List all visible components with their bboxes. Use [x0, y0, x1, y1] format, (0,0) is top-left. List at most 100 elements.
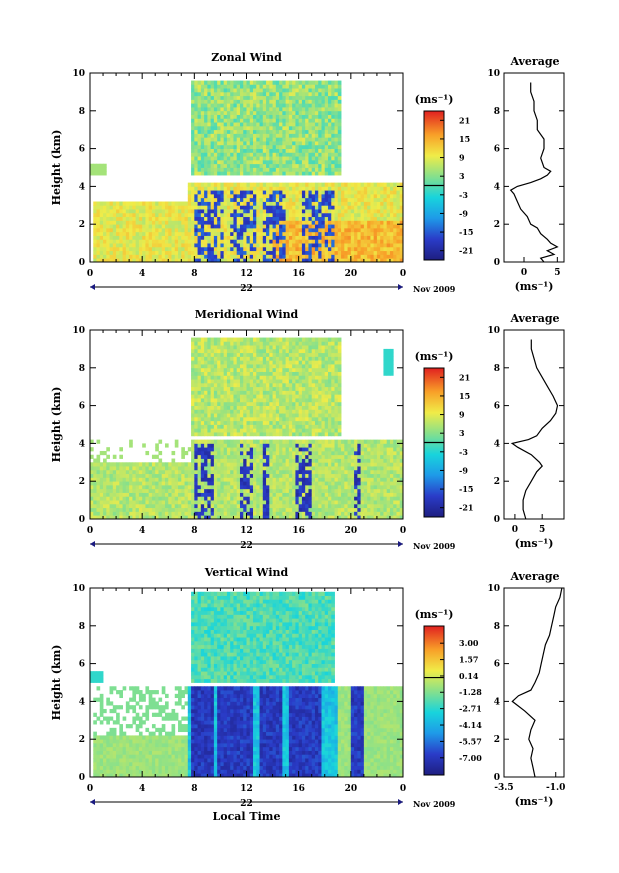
- heatmap-cell: [213, 462, 218, 467]
- heatmap-cell: [197, 110, 202, 115]
- heatmap-cell: [269, 500, 273, 505]
- heatmap-cell: [96, 496, 101, 501]
- heatmap-cell: [246, 337, 251, 342]
- heatmap-cell: [275, 163, 280, 168]
- heatmap-cell: [90, 439, 94, 444]
- heatmap-cell: [106, 235, 110, 240]
- heatmap-cell: [256, 243, 260, 248]
- heatmap-cell: [246, 88, 251, 93]
- heatmap-cell: [207, 159, 212, 165]
- heatmap-cell: [200, 220, 205, 225]
- heatmap-cell: [253, 156, 257, 161]
- heatmap-cell: [135, 503, 140, 509]
- heatmap-cell: [334, 186, 339, 191]
- heatmap-cell: [184, 484, 189, 490]
- heatmap-cell: [207, 167, 212, 172]
- heatmap-cell: [217, 447, 221, 452]
- heatmap-cell: [191, 424, 195, 429]
- heatmap-cell: [256, 390, 260, 395]
- heatmap-cell: [200, 507, 205, 512]
- heatmap-cell: [246, 110, 251, 115]
- heatmap-cell: [236, 432, 241, 437]
- heatmap-cell: [321, 122, 326, 127]
- heatmap-cell: [200, 345, 205, 350]
- heatmap-cell: [266, 337, 270, 342]
- heatmap-cell: [151, 469, 156, 475]
- heatmap-cell: [116, 503, 120, 509]
- heatmap-cell: [210, 186, 215, 191]
- heatmap-cell: [282, 424, 287, 429]
- heatmap-cell: [132, 254, 137, 259]
- heatmap-cell: [239, 159, 244, 165]
- heatmap-cell: [194, 424, 198, 429]
- heatmap-cell: [138, 466, 143, 471]
- heatmap-cell: [272, 231, 277, 236]
- heatmap-cell: [243, 144, 247, 149]
- heatmap-cell: [321, 201, 326, 206]
- heatmap-cell: [243, 129, 247, 134]
- heatmap-cell: [239, 409, 244, 414]
- heatmap-cell: [191, 409, 195, 414]
- heatmap-cell: [116, 515, 120, 520]
- heatmap-cell: [370, 254, 375, 259]
- heatmap-cell: [135, 216, 140, 221]
- heatmap-cell: [168, 500, 172, 505]
- heatmap-cell: [243, 401, 247, 406]
- heatmap-cell: [106, 492, 110, 497]
- heatmap-cell: [230, 107, 234, 112]
- heatmap-cell: [337, 110, 342, 115]
- heatmap-cell: [213, 484, 218, 490]
- heatmap-cell: [210, 216, 215, 221]
- heatmap-cell: [243, 469, 247, 475]
- heatmap-cell: [243, 367, 247, 372]
- heatmap-cell: [380, 182, 384, 187]
- heatmap-cell: [96, 515, 101, 520]
- heatmap-cell: [197, 250, 202, 255]
- heatmap-cell: [298, 141, 303, 146]
- heatmap-cell: [288, 80, 293, 85]
- heatmap-cell: [354, 243, 358, 248]
- heatmap-cell: [334, 258, 339, 263]
- heatmap-cell: [194, 450, 198, 456]
- heatmap-cell: [282, 481, 287, 486]
- heatmap-cell: [249, 197, 254, 202]
- heatmap-cell: [383, 205, 388, 210]
- heatmap-cell: [197, 197, 202, 202]
- heatmap-cell: [233, 454, 238, 459]
- heatmap-cell: [112, 201, 117, 206]
- heatmap-cell: [259, 424, 264, 429]
- heatmap-cell: [191, 481, 195, 486]
- heatmap-cell: [226, 447, 231, 452]
- heatmap-cell: [249, 462, 254, 467]
- heatmap-cell: [253, 364, 257, 369]
- heatmap-cell: [272, 454, 277, 459]
- heatmap-cell: [249, 171, 254, 176]
- heatmap-cell: [239, 163, 244, 168]
- heatmap-cell: [256, 428, 260, 433]
- heatmap-cell: [399, 216, 404, 221]
- heatmap-cell: [145, 450, 150, 456]
- heatmap-cell: [200, 515, 205, 520]
- heatmap-cell: [226, 405, 231, 410]
- heatmap-cell: [184, 209, 189, 214]
- heatmap-cell: [217, 163, 221, 168]
- heatmap-cell: [184, 201, 189, 206]
- heatmap-cell: [171, 258, 176, 263]
- heatmap-cell: [246, 352, 251, 357]
- heatmap-cell: [207, 500, 212, 505]
- heatmap-cell: [301, 216, 306, 221]
- heatmap-cell: [116, 496, 120, 501]
- heatmap-cell: [132, 473, 137, 478]
- heatmap-cell: [191, 84, 195, 89]
- heatmap-cell: [233, 141, 238, 146]
- heatmap-cell: [298, 246, 303, 252]
- heatmap-cell: [223, 133, 228, 138]
- heatmap-cell: [253, 394, 257, 399]
- heatmap-cell: [191, 458, 195, 463]
- heatmap-cell: [90, 481, 94, 486]
- heatmap-cell: [360, 239, 365, 244]
- heatmap-cell: [249, 345, 254, 350]
- heatmap-cell: [256, 99, 260, 104]
- heatmap-cell: [106, 224, 110, 229]
- heatmap-cell: [282, 398, 287, 403]
